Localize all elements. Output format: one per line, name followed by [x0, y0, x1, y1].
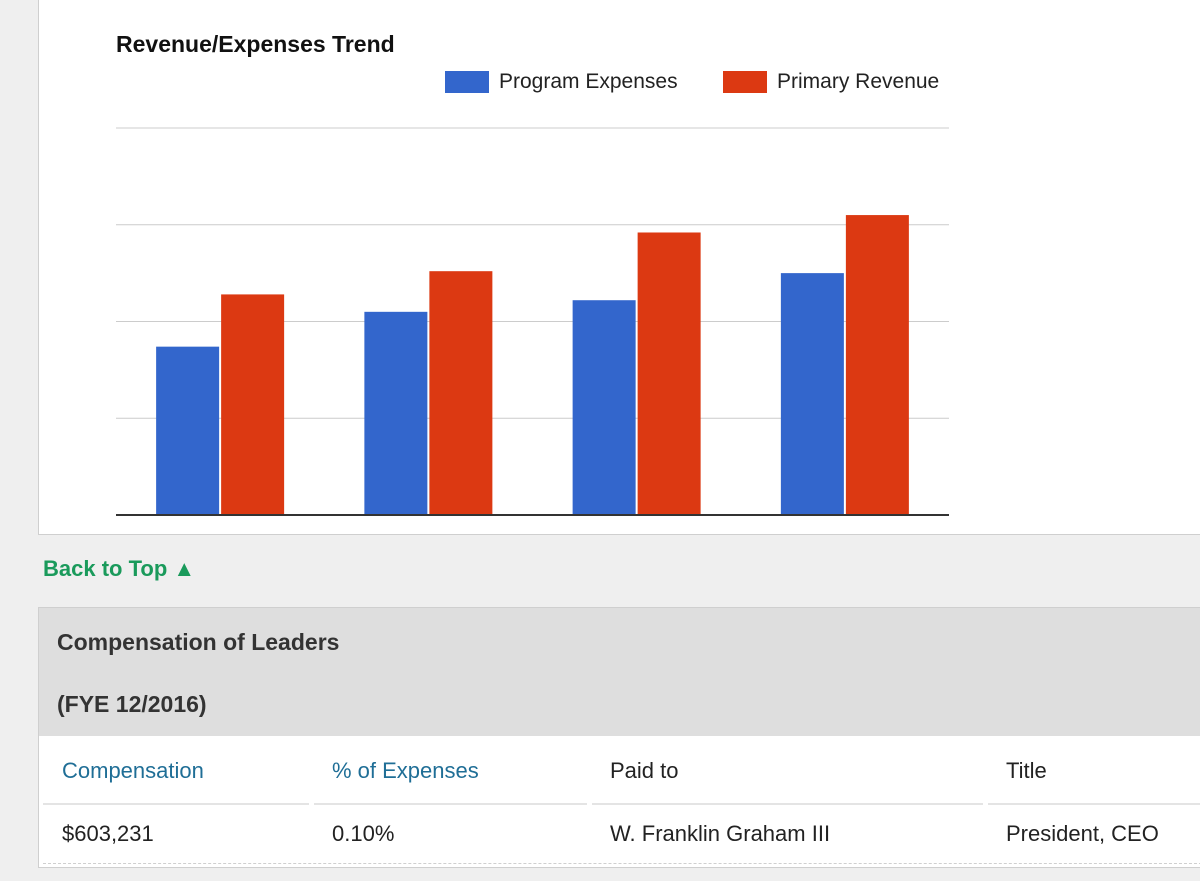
column-divider: [314, 803, 587, 805]
legend-swatch-program-expenses: [445, 71, 489, 93]
chart-title: Revenue/Expenses Trend: [116, 31, 395, 57]
column-header-title: Title: [1006, 758, 1047, 783]
bar-primary-revenue-4: [845, 215, 909, 515]
column-header-percent-of-expenses[interactable]: % of Expenses: [332, 758, 479, 783]
bar-program-expenses-3: [572, 300, 636, 515]
bars: [156, 215, 909, 516]
bar-program-expenses-1: [156, 346, 220, 515]
cell-title: President, CEO: [1006, 821, 1159, 846]
bar-chart: [116, 127, 949, 516]
column-divider: [43, 803, 309, 805]
bar-program-expenses-4: [780, 273, 844, 515]
back-to-top-link[interactable]: Back to Top ▲: [43, 556, 196, 581]
column-header-paid-to: Paid to: [610, 758, 679, 783]
compensation-panel: Compensation of Leaders (FYE 12/2016) Co…: [38, 607, 1200, 868]
column-divider: [988, 803, 1200, 805]
legend-label-program-expenses: Program Expenses: [499, 70, 678, 93]
column-divider: [592, 803, 983, 805]
legend-item-program-expenses: Program Expenses: [445, 69, 678, 95]
legend-swatch-primary-revenue: [723, 71, 767, 93]
bar-primary-revenue-1: [221, 294, 285, 515]
compensation-header: Compensation of Leaders (FYE 12/2016): [39, 608, 1200, 736]
legend-item-primary-revenue: Primary Revenue: [723, 69, 939, 95]
bar-primary-revenue-3: [637, 232, 701, 516]
table-bottom-border: [43, 863, 1200, 864]
column-header-compensation[interactable]: Compensation: [62, 758, 204, 783]
bar-primary-revenue-2: [429, 271, 493, 515]
bar-program-expenses-2: [364, 311, 428, 515]
cell-paid-to: W. Franklin Graham III: [610, 821, 831, 846]
legend-label-primary-revenue: Primary Revenue: [777, 70, 940, 93]
cell-compensation: $603,231: [62, 821, 154, 846]
compensation-title: Compensation of Leaders: [57, 629, 340, 655]
compensation-period: (FYE 12/2016): [57, 691, 207, 717]
cell-percent-of-expenses: 0.10%: [332, 821, 395, 846]
